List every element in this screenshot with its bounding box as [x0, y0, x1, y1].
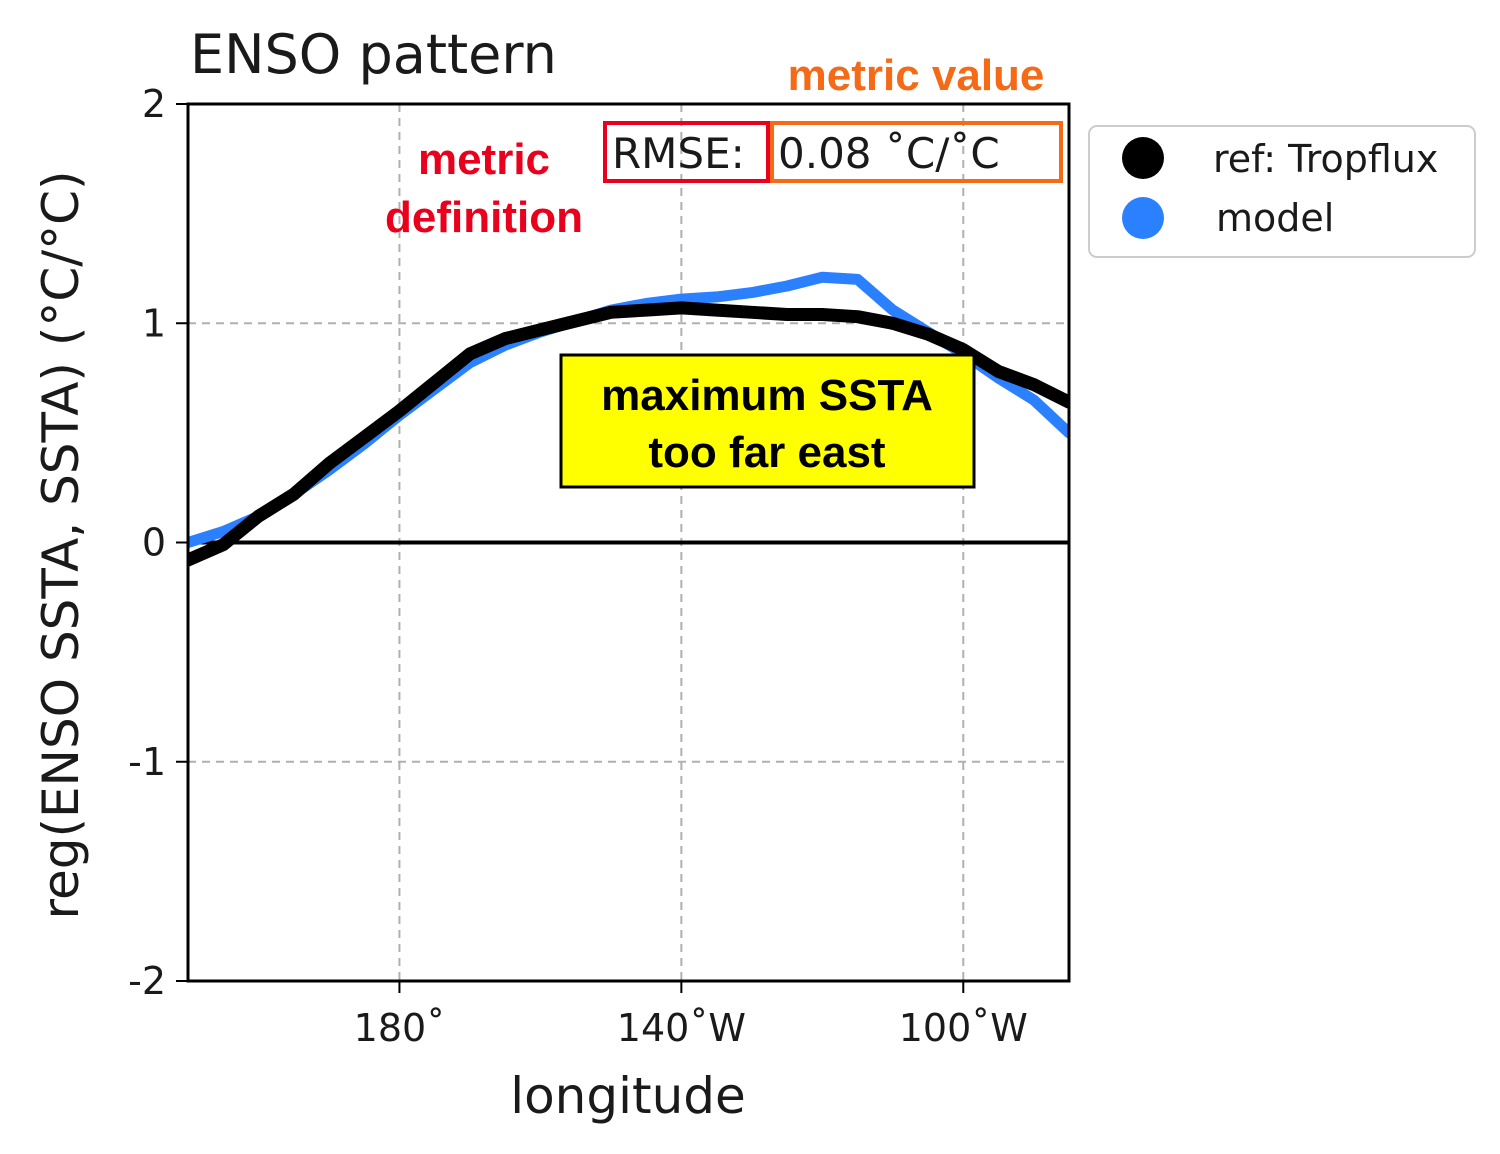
series-layer	[188, 271, 1069, 567]
y-tick-label: 0	[142, 521, 166, 565]
y-tick-label: -1	[128, 740, 166, 784]
rmse-label: RMSE:	[612, 129, 745, 178]
metric-definition-line2: definition	[385, 193, 583, 242]
note-box	[559, 353, 976, 489]
y-tick-label: 1	[142, 301, 166, 345]
note-line1: maximum SSTA	[601, 371, 933, 420]
ticks: 180˚ 140˚W 100˚W 2 1 0 -1 -2	[128, 82, 1028, 1050]
y-tick-label: 2	[142, 82, 166, 126]
grid	[188, 104, 1069, 981]
legend-marker-model	[1122, 197, 1164, 239]
x-tick-label: 180˚	[354, 1006, 446, 1050]
legend: ref: Tropflux model	[1088, 125, 1476, 258]
metric-value-annotation: metric value	[788, 51, 1045, 100]
legend-label-ref: ref: Tropflux	[1213, 137, 1438, 181]
legend-marker-ref	[1122, 137, 1164, 179]
metric-definition-line1: metric	[418, 135, 550, 184]
x-axis-label: longitude	[510, 1067, 746, 1125]
rmse-value: 0.08 ˚C/˚C	[778, 129, 1000, 178]
note-line2: too far east	[648, 428, 886, 477]
x-tick-label: 100˚W	[899, 1006, 1028, 1050]
y-axis-label: reg(ENSO SSTA, SSTA) (°C/°C)	[32, 171, 90, 920]
metric-definition-box	[603, 121, 770, 183]
legend-frame	[1088, 125, 1476, 258]
legend-label-model: model	[1216, 196, 1334, 240]
y-tick-label: -2	[128, 959, 166, 1003]
metric-value-box	[770, 121, 1063, 183]
series-line-ref-tropflux	[188, 301, 1069, 567]
x-tick-label: 140˚W	[617, 1006, 746, 1050]
chart-title: ENSO pattern	[190, 23, 557, 86]
